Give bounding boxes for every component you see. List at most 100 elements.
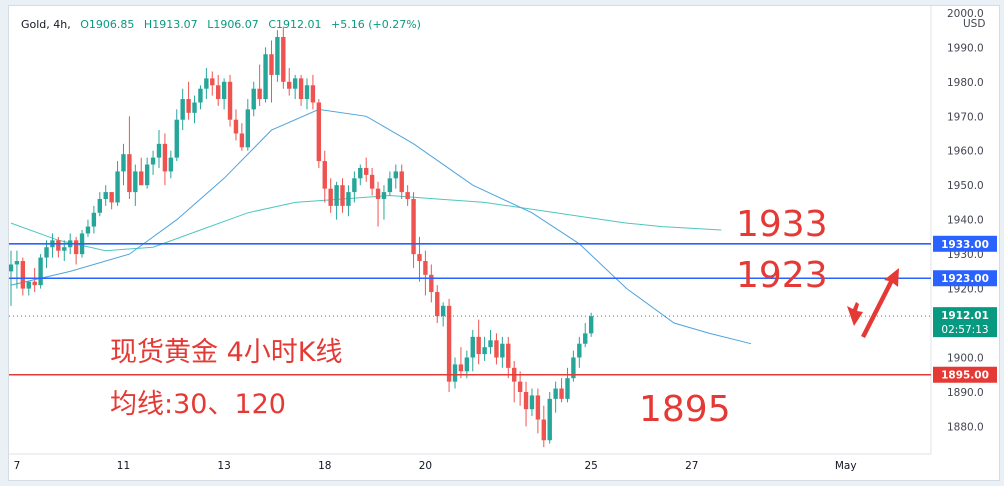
y-tick-label: 1880.0 [947,421,984,433]
price-tag-label: 1895.00 [941,370,989,382]
candle-body [44,247,49,258]
candle-body [381,192,387,199]
candle-body [500,343,505,358]
candle-body [588,316,594,334]
candle-body [559,388,564,399]
candle-body [144,164,150,186]
y-tick-label: 1920.0 [947,284,984,296]
candle-body [583,333,588,344]
y-tick-label: 1960.0 [947,146,984,158]
candle-body [227,81,233,120]
candle-body [476,336,481,355]
close-value: C1912.01 [268,18,322,31]
candle-body [85,226,91,234]
y-tick-label: 1890.0 [947,387,984,399]
candle-body [452,364,458,382]
candle-body [464,357,470,372]
candle-body [571,357,576,379]
candle-body [310,85,316,103]
candle-body [281,37,286,82]
x-tick-label: 18 [318,460,331,472]
candle-body [56,240,61,251]
price-tag-bg [933,270,997,287]
currency-label: USD [963,18,985,30]
candle-body [393,171,398,179]
candle-body [328,188,333,206]
candle-body [198,88,203,103]
countdown-label: 02:57:13 [941,324,988,336]
annotation-1895: 1895 [639,389,731,430]
candle-body [14,261,20,265]
candle-body [541,419,546,441]
last-price-tag-bg [933,307,997,338]
change-value: +5.16 (+0.27%) [330,18,421,31]
candle-body [304,85,310,100]
annotation-ma: 均线:30、120 [110,389,286,420]
x-tick-label: 20 [419,460,432,472]
candle-body [162,143,168,172]
candle-body [494,340,499,358]
candle-body [233,119,239,134]
candle-body [26,281,31,289]
candle-body [405,192,410,199]
candle-body [352,178,357,193]
y-tick-label: 1970.0 [947,111,984,123]
chart-panel: 2000.0 1990.0 1980.0 1970.0 1960.0 1950.0 1940… [8,5,1000,481]
candle-body [216,85,221,100]
x-tick-label: May [835,460,857,472]
candle-body [180,99,185,120]
candle-body [127,154,132,193]
y-tick-label: 1900.0 [947,353,984,365]
candle-body [358,167,363,179]
candle-body [523,391,529,410]
ma30-line [10,108,752,345]
candle-body [263,54,268,100]
annotation-1933: 1933 [736,204,828,245]
down-arrow-icon [847,302,863,326]
candle-body [97,198,102,213]
x-tick-label: 25 [584,460,597,472]
candle-body [121,154,126,172]
price-tag-bg [933,366,997,383]
candle-body [322,161,327,189]
candle-body [375,188,381,199]
ma120-line [10,194,722,252]
candle-body [340,185,345,206]
candle-body [221,81,227,100]
candle-body [210,78,215,86]
candle-body [156,143,162,158]
candle-body [488,340,493,348]
candle-body [577,343,582,358]
candle-body [529,395,535,410]
candle-body [103,192,108,199]
candle-body [150,157,156,165]
candle-body [32,281,37,286]
y-tick-label: 1940.0 [947,215,984,227]
candle-body [399,171,404,193]
candle-body [292,78,298,89]
candle-body [139,171,144,186]
last-price-label: 1912.01 [941,310,989,322]
candle-body [287,81,292,89]
candle-body [553,388,558,399]
candle-body [133,171,138,193]
candle-body [251,88,256,110]
candle-body [411,198,416,255]
candle-body [239,133,245,148]
candle-body [446,305,452,382]
candle-body [458,364,464,372]
candle-body [364,167,369,175]
x-tick-label: 7 [14,460,21,472]
candle-body [565,378,570,399]
candlestick-chart: 2000.0 1990.0 1980.0 1970.0 1960.0 1950.0 1940… [9,6,999,480]
candle-body [470,336,475,358]
candle-body [174,119,179,158]
candle-body [535,395,541,420]
price-tag-label: 1923.00 [941,273,989,285]
ohlc-header: Gold, 4h, O1906.85 H1913.07 L1906.07 C19… [21,18,427,31]
candle-body [204,78,209,89]
candle-body [346,192,351,206]
candle-body [20,261,26,289]
candle-body [482,347,487,355]
candle-body [109,192,114,203]
